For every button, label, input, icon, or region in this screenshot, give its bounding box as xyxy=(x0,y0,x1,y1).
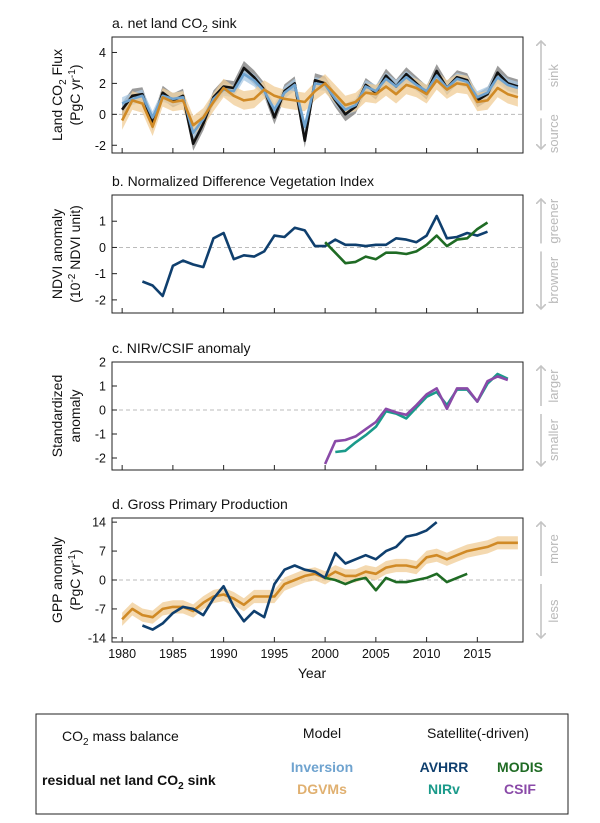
series-line-modis xyxy=(324,221,489,265)
legend: CO2 mass balance residual net land CO2 s… xyxy=(35,713,569,815)
panel-title: c. NIRv/CSIF anomaly xyxy=(112,340,250,356)
y-tick-label: -2 xyxy=(95,139,106,153)
side-label-top: greener xyxy=(546,198,561,243)
series-line-dgvms xyxy=(120,79,519,128)
legend-box xyxy=(35,713,569,815)
side-label-bottom: less xyxy=(546,599,561,623)
legend-inversion: Inversion xyxy=(291,759,353,775)
y-tick-label: 7 xyxy=(99,545,106,559)
y-axis-label-line2: (PgC yr-1) xyxy=(67,549,83,610)
y-tick-label: 2 xyxy=(99,77,106,91)
legend-csif: CSIF xyxy=(504,781,536,797)
panel-b: b. Normalized Difference Vegetation Inde… xyxy=(49,173,561,314)
series-line-avhrr xyxy=(141,214,488,298)
panel-title: b. Normalized Difference Vegetation Inde… xyxy=(112,173,374,189)
legend-dgvms: DGVMs xyxy=(297,781,347,797)
series-line-csif xyxy=(323,375,509,465)
legend-co2-header: CO2 mass balance xyxy=(62,728,179,748)
x-tick-label: 1990 xyxy=(210,647,238,661)
y-axis-label-line2: anomaly xyxy=(67,390,83,443)
y-tick-label: -7 xyxy=(95,602,106,616)
y-axis-label-line2: (PgC yr-1) xyxy=(67,64,83,125)
y-tick-label: 1 xyxy=(99,380,106,394)
side-label-top: more xyxy=(546,534,561,564)
legend-satellite-header: Satellite(-driven) xyxy=(427,725,529,741)
plot-frame xyxy=(111,36,524,154)
y-axis-label: Land CO2 Flux xyxy=(49,49,69,141)
x-axis-label: Year xyxy=(298,665,327,681)
side-label-bottom: smaller xyxy=(546,418,561,461)
series-line-modis xyxy=(324,572,468,592)
y-tick-label: -1 xyxy=(95,428,106,442)
panel-a: a. net land CO2 sink -2 0 2 4 Land CO2 Flux(P… xyxy=(49,15,561,154)
y-tick-label: 0 xyxy=(99,108,106,122)
y-axis-label-line2: (10-2 NDVI unit) xyxy=(67,205,83,303)
plot-frame xyxy=(111,361,524,471)
band-dgvms xyxy=(122,536,518,626)
side-label-bottom: browner xyxy=(546,256,561,304)
y-tick-label: -14 xyxy=(88,631,106,645)
side-label-top: sink xyxy=(546,64,561,88)
series-line-avhrr xyxy=(141,521,438,631)
legend-residual-sink: residual net land CO2 sink xyxy=(42,772,216,792)
x-tick-label: 2010 xyxy=(413,647,441,661)
y-axis-label: Standardized xyxy=(49,375,65,458)
panel-title: d. Gross Primary Production xyxy=(112,496,288,512)
y-tick-label: -2 xyxy=(95,452,106,466)
plot-frame xyxy=(111,194,524,314)
y-tick-label: -1 xyxy=(95,267,106,281)
y-tick-label: 0 xyxy=(99,404,106,418)
x-tick-label: 2015 xyxy=(463,647,491,661)
y-axis-label: NDVI anomaly xyxy=(49,209,65,299)
y-tick-label: 1 xyxy=(99,215,106,229)
y-tick-label: 14 xyxy=(92,516,106,530)
x-tick-label: 2000 xyxy=(311,647,339,661)
legend-model-header: Model xyxy=(303,725,341,741)
x-tick-label: 1980 xyxy=(108,647,136,661)
series-line-nirv xyxy=(335,372,509,454)
x-tick-label: 1995 xyxy=(260,647,288,661)
y-tick-label: 2 xyxy=(99,356,106,370)
legend-avhrr: AVHRR xyxy=(420,759,469,775)
side-label-top: larger xyxy=(546,369,561,403)
panel-title: a. net land CO2 sink xyxy=(112,15,238,35)
panel-c: c. NIRv/CSIF anomaly -2 -1 0 1 2 Standardized a… xyxy=(49,340,561,471)
x-tick-label: 1985 xyxy=(159,647,187,661)
x-tick-label: 2005 xyxy=(362,647,390,661)
side-label-bottom: source xyxy=(546,114,561,153)
y-tick-label: 0 xyxy=(99,574,106,588)
y-axis-label: GPP anomaly xyxy=(49,537,65,623)
legend-modis: MODIS xyxy=(497,759,543,775)
y-tick-label: 0 xyxy=(99,241,106,255)
y-tick-label: 4 xyxy=(99,46,106,60)
y-tick-label: -2 xyxy=(95,293,106,307)
panel-d: d. Gross Primary Production -14 -7 0 7 14 1980… xyxy=(49,496,561,661)
legend-nirv: NIRv xyxy=(428,781,460,797)
